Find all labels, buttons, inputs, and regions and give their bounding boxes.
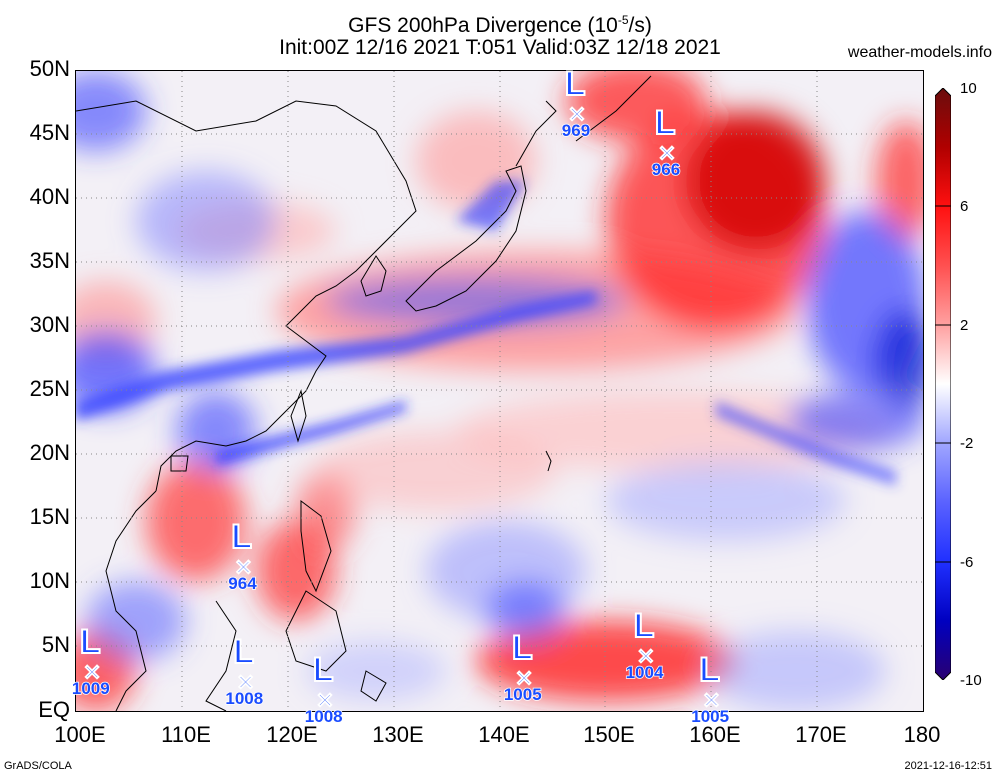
lon-label: 140E — [478, 722, 530, 747]
low-center-marker: ✕ — [236, 669, 255, 695]
lat-label: EQ — [38, 697, 70, 722]
colorbar-label: -10 — [960, 672, 982, 689]
low-pressure-label: 1005 — [503, 684, 542, 705]
low-symbol: L — [312, 650, 335, 690]
low-center-marker: ✕ — [636, 644, 656, 670]
chart-title: GFS 200hPa Divergence (10-5/s) — [0, 8, 1000, 38]
low-symbol: L — [230, 517, 253, 557]
low-pressure-label: 966 — [651, 159, 681, 180]
low-pressure-label: 1008 — [225, 688, 264, 709]
lon-label: 180 — [903, 722, 941, 747]
lat-label: 30N — [29, 312, 70, 337]
lat-label: 45N — [29, 120, 70, 145]
low-symbol: L — [564, 64, 587, 104]
low-pressure-label: 1009 — [71, 678, 110, 699]
colorbar-label: 2 — [960, 317, 969, 334]
coastlines — [76, 75, 652, 711]
footer-credit: GrADS/COLA — [4, 760, 72, 772]
low-symbol: L — [232, 632, 255, 672]
low-pressure-label: 1008 — [304, 706, 343, 727]
lon-label: 160E — [689, 722, 741, 747]
low-symbol: L — [654, 103, 677, 143]
low-center-marker: ✕ — [702, 687, 721, 713]
lon-label: 120E — [266, 722, 318, 747]
footer-timestamp: 2021-12-16-12:51 — [904, 760, 992, 772]
lat-label: 5N — [41, 632, 70, 657]
lon-label: 130E — [372, 722, 424, 747]
low-symbol: L — [633, 606, 656, 646]
colorbar — [935, 88, 951, 680]
low-center-marker: ✕ — [514, 666, 534, 692]
gridlines — [76, 71, 923, 711]
lat-label: 50N — [29, 56, 70, 81]
lon-label: 110E — [161, 722, 211, 747]
low-symbol: L — [79, 622, 102, 662]
lon-label: 100E — [54, 722, 106, 747]
lat-label: 10N — [29, 568, 70, 593]
colorbar-label: 6 — [960, 198, 969, 215]
lat-label: 40N — [29, 184, 70, 209]
site-credit: weather-models.info — [847, 44, 992, 61]
colorbar-label: 10 — [960, 80, 977, 97]
low-pressure-label: 969 — [561, 120, 591, 141]
low-pressure-label: 1005 — [691, 706, 730, 727]
title-exponent: -5 — [617, 13, 629, 27]
colorbar-label: -2 — [960, 435, 974, 452]
title-text: GFS 200hPa Divergence (10 — [348, 14, 618, 37]
low-center-marker: ✕ — [315, 687, 335, 713]
low-pressure-label: 1004 — [625, 662, 664, 683]
low-symbol: L — [698, 650, 721, 690]
title-unit: /s) — [628, 14, 652, 37]
low-pressure-label: 964 — [228, 573, 258, 594]
lat-label: 20N — [29, 440, 70, 465]
colorbar-label: -6 — [960, 554, 974, 571]
lon-label: 150E — [583, 722, 635, 747]
map-field — [76, 71, 923, 711]
lat-label: 15N — [29, 504, 70, 529]
low-center-marker: ✕ — [567, 101, 587, 127]
chart-subtitle: Init:00Z 12/16 2021 T:051 Valid:03Z 12/1… — [279, 36, 721, 59]
low-symbol: L — [511, 628, 534, 668]
low-center-marker: ✕ — [657, 141, 677, 167]
divergence-map — [75, 70, 924, 712]
lat-label: 25N — [29, 376, 70, 401]
lat-label: 35N — [29, 248, 70, 273]
lon-label: 170E — [795, 722, 847, 747]
low-center-marker: ✕ — [234, 554, 253, 580]
low-center-marker: ✕ — [82, 659, 102, 685]
